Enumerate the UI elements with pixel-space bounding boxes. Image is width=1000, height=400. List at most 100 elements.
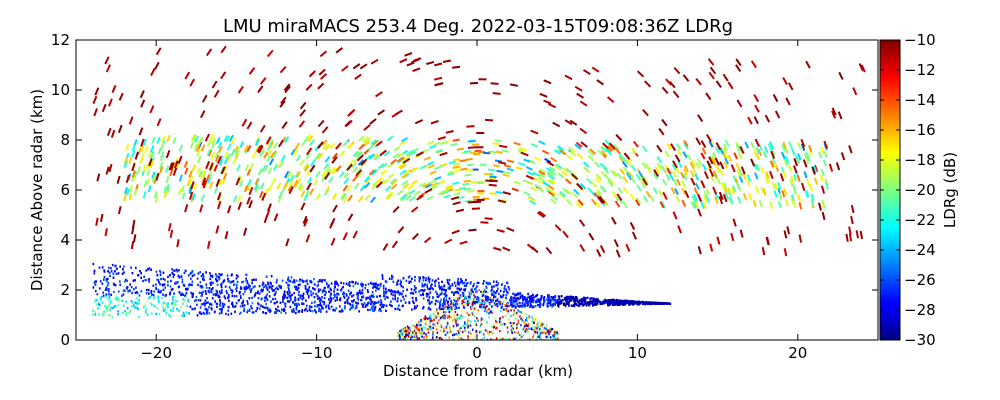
echo-cell bbox=[473, 307, 476, 310]
echo-cell bbox=[265, 312, 267, 315]
echo-cell bbox=[769, 160, 775, 168]
echo-cell bbox=[577, 301, 580, 304]
echo-cell bbox=[408, 326, 411, 329]
echo-cell bbox=[484, 307, 487, 310]
echo-cell bbox=[531, 316, 533, 319]
echo-cell bbox=[502, 323, 504, 326]
echo-cell bbox=[471, 313, 474, 316]
echo-cell bbox=[248, 283, 250, 287]
echo-cell bbox=[586, 296, 589, 299]
echo-cell bbox=[150, 302, 152, 305]
echo-cell bbox=[557, 145, 565, 151]
echo-cell bbox=[474, 288, 476, 291]
echo-cell bbox=[428, 317, 431, 320]
echo-cell bbox=[496, 303, 498, 306]
echo-cell bbox=[265, 295, 267, 298]
echo-cell bbox=[723, 161, 729, 169]
echo-cell bbox=[429, 302, 432, 305]
echo-cell bbox=[540, 337, 542, 340]
echo-cell bbox=[442, 316, 444, 319]
echo-cell bbox=[325, 306, 327, 309]
echo-cell bbox=[440, 285, 443, 288]
echo-cell bbox=[266, 288, 269, 292]
echo-cell bbox=[483, 336, 486, 339]
echo-cell bbox=[354, 282, 357, 285]
echo-cell bbox=[403, 328, 406, 331]
echo-cell bbox=[629, 301, 631, 304]
echo-cell bbox=[493, 325, 496, 328]
echo-cell bbox=[532, 300, 535, 304]
echo-cell bbox=[125, 278, 127, 281]
echo-cell bbox=[136, 306, 138, 309]
echo-cell bbox=[321, 280, 323, 283]
echo-cell bbox=[167, 280, 169, 283]
echo-cell bbox=[515, 297, 517, 300]
echo-cell bbox=[119, 265, 121, 268]
echo-cell bbox=[411, 277, 413, 280]
echo-cell bbox=[203, 312, 206, 315]
echo-cell bbox=[218, 273, 220, 276]
echo-cell bbox=[355, 304, 358, 307]
echo-cell bbox=[583, 303, 586, 306]
echo-cell bbox=[223, 280, 225, 283]
echo-cell bbox=[557, 332, 559, 335]
echo-cell bbox=[502, 316, 504, 319]
echo-cell bbox=[576, 303, 578, 306]
echo-cell bbox=[289, 290, 291, 294]
echo-cell bbox=[435, 316, 438, 319]
echo-cell bbox=[127, 290, 129, 293]
echo-cell bbox=[266, 286, 268, 289]
echo-cell bbox=[110, 270, 113, 273]
echo-cell bbox=[134, 301, 137, 304]
echo-cell bbox=[480, 330, 483, 333]
echo-cell bbox=[435, 279, 437, 282]
echo-cell bbox=[578, 303, 581, 306]
echo-cell bbox=[536, 298, 539, 301]
echo-cell bbox=[522, 304, 524, 307]
echo-cell bbox=[441, 287, 443, 290]
echo-cell bbox=[348, 282, 350, 285]
echo-cell bbox=[104, 288, 107, 291]
echo-cell bbox=[181, 292, 183, 295]
echo-cell bbox=[346, 294, 348, 297]
echo-cell bbox=[553, 332, 556, 335]
echo-cell bbox=[404, 326, 406, 329]
echo-cell bbox=[351, 300, 353, 303]
echo-cell bbox=[470, 332, 472, 335]
echo-cell bbox=[172, 298, 174, 301]
echo-cell bbox=[318, 307, 320, 310]
echo-cell bbox=[554, 334, 557, 337]
echo-cell bbox=[459, 327, 461, 330]
echo-cell bbox=[228, 299, 230, 302]
echo-cell bbox=[448, 297, 451, 300]
echo-cell bbox=[512, 296, 514, 299]
echo-cell bbox=[402, 295, 404, 298]
echo-cell bbox=[117, 304, 120, 307]
echo-cell bbox=[98, 266, 101, 269]
echo-cell bbox=[489, 303, 491, 306]
echo-cell bbox=[511, 304, 513, 308]
echo-cell bbox=[429, 319, 432, 322]
echo-cell bbox=[474, 302, 476, 305]
echo-cell bbox=[292, 308, 295, 311]
echo-cell bbox=[527, 337, 529, 340]
echo-cell bbox=[519, 292, 522, 295]
echo-cell bbox=[335, 307, 338, 310]
echo-cell bbox=[248, 309, 251, 312]
echo-cell bbox=[380, 306, 383, 309]
echo-cell bbox=[249, 308, 251, 311]
echo-cell bbox=[281, 308, 283, 311]
echo-cell bbox=[279, 301, 282, 304]
echo-cell bbox=[474, 300, 476, 303]
echo-cell bbox=[276, 279, 278, 282]
echo-cell bbox=[549, 302, 552, 305]
echo-cell bbox=[425, 316, 428, 320]
echo-cell bbox=[455, 291, 457, 294]
echo-cell bbox=[558, 192, 566, 199]
echo-cell bbox=[170, 288, 173, 291]
echo-cell bbox=[469, 324, 472, 327]
echo-cell bbox=[663, 302, 665, 305]
echo-cell bbox=[585, 304, 588, 307]
echo-cell bbox=[408, 328, 411, 331]
echo-cell bbox=[126, 307, 129, 310]
